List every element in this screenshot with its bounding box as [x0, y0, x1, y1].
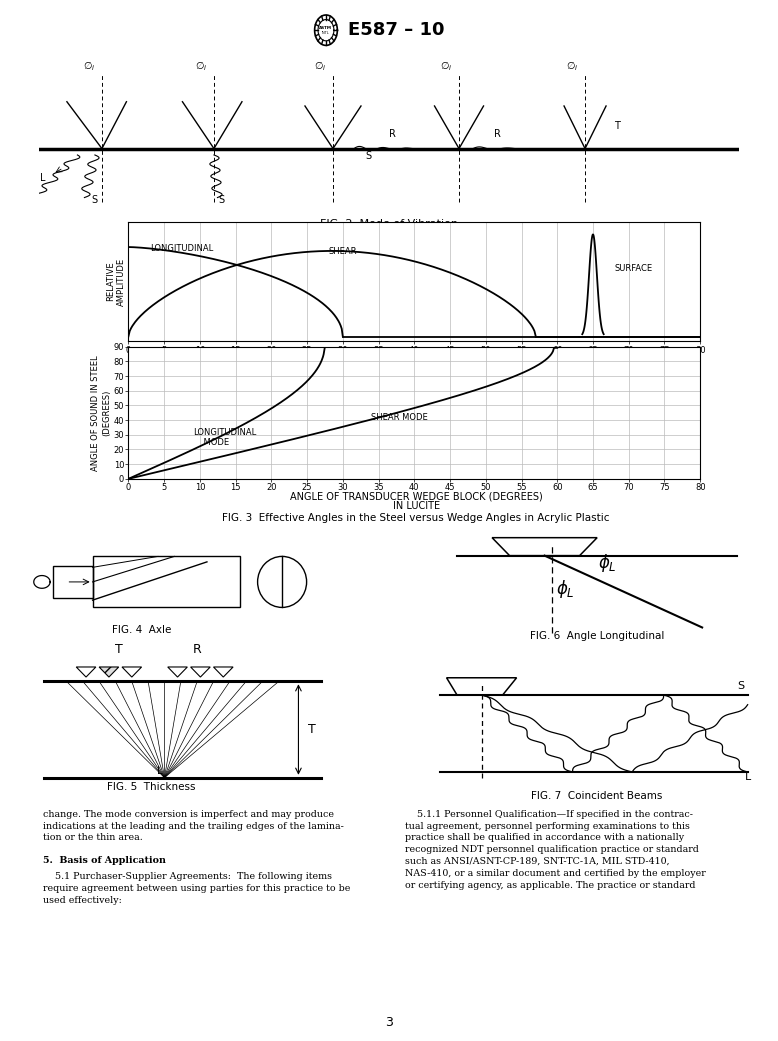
Text: SHEAR MODE: SHEAR MODE — [371, 412, 428, 422]
Text: LONGITUDINAL: LONGITUDINAL — [150, 245, 213, 253]
Text: FIG. 2  Mode of Vibration: FIG. 2 Mode of Vibration — [320, 219, 458, 229]
Text: LONGITUDINAL
    MODE: LONGITUDINAL MODE — [193, 428, 256, 448]
Text: $\emptyset_i$: $\emptyset_i$ — [83, 59, 96, 73]
Text: T: T — [115, 642, 123, 656]
Text: $\emptyset_i$: $\emptyset_i$ — [314, 59, 327, 73]
Text: FIG. 4  Axle: FIG. 4 Axle — [112, 625, 171, 635]
Text: $\phi_L$: $\phi_L$ — [556, 578, 575, 600]
Text: L: L — [745, 771, 751, 782]
Polygon shape — [122, 667, 142, 677]
Text: $\emptyset_i$: $\emptyset_i$ — [195, 59, 208, 73]
Bar — [54, 565, 93, 599]
Text: T: T — [308, 723, 316, 736]
Text: $\emptyset_i$: $\emptyset_i$ — [566, 59, 579, 73]
Text: change. The mode conversion is imperfect and may produce
indications at the lead: change. The mode conversion is imperfect… — [43, 810, 344, 842]
Text: T: T — [614, 122, 619, 131]
Bar — [93, 556, 240, 608]
Polygon shape — [76, 667, 96, 677]
Text: 5.  Basis of Application: 5. Basis of Application — [43, 856, 166, 865]
Text: E587 – 10: E587 – 10 — [348, 21, 444, 40]
Text: SHEAR: SHEAR — [328, 247, 357, 256]
Text: FIG. 7  Coincident Beams: FIG. 7 Coincident Beams — [531, 791, 663, 802]
Text: FIG. 6  Angle Longitudinal: FIG. 6 Angle Longitudinal — [530, 631, 664, 641]
Text: SURFACE: SURFACE — [615, 263, 653, 273]
Text: ASTM: ASTM — [320, 26, 332, 30]
Text: S: S — [92, 195, 98, 205]
Text: $\phi_L$: $\phi_L$ — [598, 552, 617, 575]
Text: R: R — [494, 129, 501, 138]
Text: FIG. 3  Effective Angles in the Steel versus Wedge Angles in Acrylic Plastic: FIG. 3 Effective Angles in the Steel ver… — [223, 513, 610, 524]
Text: IN LUCITE: IN LUCITE — [393, 501, 440, 511]
Text: L: L — [40, 173, 45, 182]
Text: 5.1 Purchaser-Supplier Agreements:  The following items
require agreement betwee: 5.1 Purchaser-Supplier Agreements: The f… — [43, 872, 350, 905]
Text: R: R — [389, 129, 396, 138]
Text: S: S — [737, 681, 745, 691]
Text: ANGLE OF TRANSDUCER WEDGE BLOCK (DEGREES): ANGLE OF TRANSDUCER WEDGE BLOCK (DEGREES… — [290, 491, 542, 502]
Text: L: L — [157, 766, 163, 777]
Y-axis label: RELATIVE
AMPLITUDE: RELATIVE AMPLITUDE — [106, 257, 125, 306]
Text: FIG. 5  Thickness: FIG. 5 Thickness — [107, 782, 195, 792]
Text: S: S — [365, 151, 371, 161]
Text: INTL: INTL — [322, 31, 330, 35]
Text: 3: 3 — [385, 1016, 393, 1029]
Text: 5.1.1 Personnel Qualification—If specified in the contrac-
tual agreement, perso: 5.1.1 Personnel Qualification—If specifi… — [405, 810, 706, 890]
Text: S: S — [218, 195, 224, 205]
Text: R: R — [193, 642, 202, 656]
Polygon shape — [99, 667, 119, 677]
Text: $\emptyset_i$: $\emptyset_i$ — [440, 59, 453, 73]
Y-axis label: ANGLE OF SOUND IN STEEL
(DEGREES): ANGLE OF SOUND IN STEEL (DEGREES) — [91, 355, 110, 471]
